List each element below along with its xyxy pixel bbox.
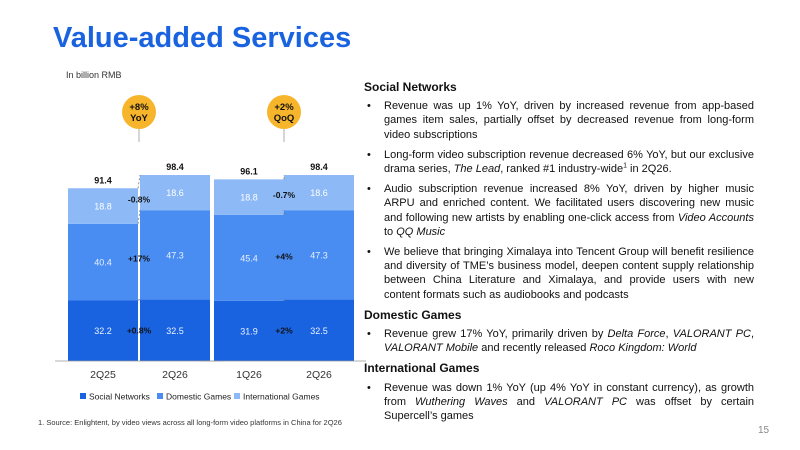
product-name: Video Accounts: [677, 211, 754, 224]
growth-badge: [122, 95, 156, 129]
bullet-text: and recently released: [478, 342, 590, 355]
bar-value-label: 18.6: [166, 188, 184, 198]
international-games-heading: International Games: [364, 361, 480, 376]
category-label: 2Q26: [306, 369, 332, 381]
bullet-text: in 2Q26.: [627, 163, 672, 176]
page-number: 15: [758, 425, 770, 436]
growth-badge: [267, 95, 301, 129]
bullet-text: Long-form video subscription revenue dec…: [384, 148, 754, 176]
bar-value-label: 40.4: [94, 257, 112, 267]
bar-segment: [140, 175, 210, 211]
bar-value-label: 45.4: [240, 253, 258, 263]
game-name: Delta Force: [607, 328, 666, 341]
bar-value-label: 32.5: [310, 326, 328, 336]
legend-label: Social Networks: [89, 392, 150, 402]
bullet-text: Revenue was up 1% YoY, driven by increas…: [384, 100, 754, 141]
bar-segment: [68, 188, 138, 224]
game-name: VALORANT PC: [672, 328, 751, 341]
bar-segment: [214, 300, 284, 361]
connector-line: [137, 210, 141, 224]
bullet-text: to: [384, 225, 397, 238]
connector-line: [137, 299, 141, 301]
change-label: +17%: [128, 253, 150, 263]
bullet-text: ,: [665, 328, 673, 341]
bar-value-label: 31.9: [240, 326, 258, 336]
list-item: Long-form video subscription revenue dec…: [364, 148, 754, 176]
list-item: Revenue grew 17% YoY, primarily driven b…: [364, 327, 754, 355]
game-name: Roco Kingdom: World: [589, 342, 697, 355]
list-item: We believe that bringing Ximalaya into T…: [364, 245, 754, 302]
bar-segment: [284, 299, 354, 361]
connector-line: [137, 174, 141, 189]
bar-value-label: 18.8: [240, 193, 258, 203]
category-label: 1Q26: [236, 369, 262, 381]
bar-value-label: 47.3: [310, 250, 328, 260]
bar-value-label: 47.3: [166, 250, 184, 260]
social-networks-heading: Social Networks: [364, 80, 457, 94]
change-label: -0.7%: [273, 190, 296, 200]
drama-title: The Lead: [453, 163, 501, 176]
bar-segment: [284, 175, 354, 211]
page-title: Value-added Services: [53, 22, 352, 54]
bar-segment: [68, 223, 138, 301]
bar-segment: [140, 299, 210, 361]
domestic-games-heading: Domestic Games: [364, 307, 462, 322]
bullet-text: Revenue was down 1% YoY (up 4% YoY in co…: [384, 381, 754, 408]
international-games-list: Revenue was down 1% YoY (up 4% YoY in co…: [364, 381, 754, 424]
bullet-text: We believe that bringing Ximalaya into T…: [384, 246, 754, 301]
badge-value: +8%: [129, 102, 149, 113]
footnote: 1. Source: Enlightent, by video views ac…: [38, 418, 342, 427]
domestic-games-list: Revenue grew 17% YoY, primarily driven b…: [364, 327, 754, 355]
list-item: Revenue was up 1% YoY, driven by increas…: [364, 99, 754, 142]
legend-swatch: [234, 393, 240, 399]
category-label: 2Q26: [162, 369, 188, 381]
bar-segment: [214, 179, 284, 215]
badge-value: +2%: [274, 102, 294, 113]
legend-label: Domestic Games: [166, 392, 231, 402]
bullet-text: and: [507, 395, 545, 408]
unit-label: In billion RMB: [66, 70, 122, 80]
badge-period: QoQ: [274, 113, 295, 124]
category-label: 2Q25: [90, 369, 116, 381]
bar-segment: [214, 214, 284, 301]
bar-total-label: 98.4: [166, 162, 184, 172]
footnote-ref: 1: [623, 162, 627, 170]
bar-total-label: 98.4: [310, 162, 328, 172]
bullet-text: , ranked #1 industry-wide: [500, 163, 624, 176]
bar-value-label: 18.6: [310, 188, 328, 198]
change-label: +4%: [275, 251, 293, 261]
bar-segment: [284, 210, 354, 300]
bar-total-label: 91.4: [94, 175, 112, 185]
bar-segment: [140, 210, 210, 300]
product-name: QQ Music: [396, 225, 446, 238]
game-name: VALORANT PC: [544, 395, 628, 408]
legend-swatch: [157, 393, 163, 399]
bullet-text: was offset by certain Supercell’s games: [384, 395, 755, 423]
list-item: Revenue was down 1% YoY (up 4% YoY in co…: [364, 381, 754, 424]
legend-label: International Games: [243, 392, 320, 402]
game-name: Wuthering Waves: [415, 395, 508, 408]
bar-value-label: 32.2: [94, 326, 112, 336]
list-item: Audio subscription revenue increased 8% …: [364, 182, 754, 239]
legend-swatch: [80, 393, 86, 399]
bullet-text: Audio subscription revenue increased 8% …: [384, 183, 754, 224]
bar-value-label: 18.8: [94, 202, 112, 212]
bar-total-label: 96.1: [240, 166, 258, 176]
bar-segment: [68, 300, 138, 361]
bullet-text: Revenue grew 17% YoY, primarily driven b…: [384, 328, 608, 341]
change-label: +0.8%: [127, 325, 152, 335]
bullet-text: ,: [750, 328, 754, 341]
commentary-panel: Social Networks Revenue was up 1% YoY, d…: [364, 80, 754, 429]
badge-period: YoY: [130, 113, 148, 124]
change-label: +2%: [275, 326, 293, 336]
game-name: VALORANT Mobile: [384, 342, 479, 355]
change-label: -0.8%: [128, 194, 151, 204]
bar-value-label: 32.5: [166, 326, 184, 336]
social-networks-list: Revenue was up 1% YoY, driven by increas…: [364, 99, 754, 302]
